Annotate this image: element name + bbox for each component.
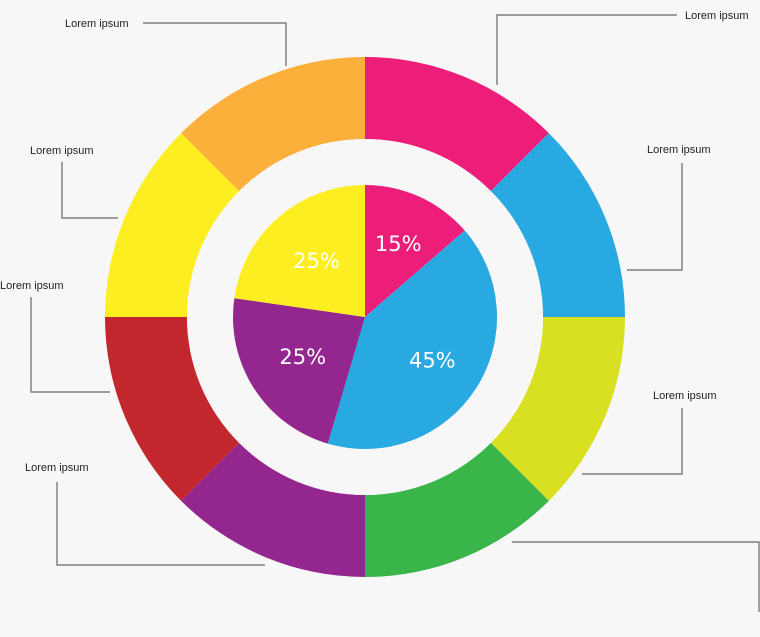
callout-leader-6 bbox=[30, 297, 110, 393]
pie-slice-2 bbox=[327, 230, 497, 449]
callout-leader-1 bbox=[496, 14, 677, 85]
callout-leader-2 bbox=[627, 163, 683, 271]
callout-leader-5 bbox=[56, 482, 265, 566]
ring-segment-3 bbox=[490, 317, 625, 501]
pie-slice-label-4: 25% bbox=[293, 249, 340, 273]
callout-label-8: Lorem ipsum bbox=[65, 18, 129, 30]
callout-labels: Lorem ipsum Lorem ipsum Lorem ipsum Lorem i… bbox=[0, 10, 749, 474]
pie-slice-4 bbox=[234, 185, 365, 317]
ring-segment-8 bbox=[181, 57, 365, 192]
callout-leaders bbox=[30, 14, 760, 612]
callout-label-1: Lorem ipsum bbox=[685, 10, 749, 22]
pie-slice-label-3: 25% bbox=[279, 345, 326, 369]
callout-leader-3 bbox=[582, 408, 683, 475]
ring-segment-5 bbox=[181, 442, 365, 577]
pie-slice-label-2: 45% bbox=[409, 348, 456, 372]
callout-label-5: Lorem ipsum bbox=[25, 462, 89, 474]
pie-slice-label-1: 15% bbox=[375, 232, 422, 256]
ring-segment-1 bbox=[365, 57, 549, 192]
ring-segment-7 bbox=[105, 133, 240, 317]
callout-label-3: Lorem ipsum bbox=[653, 390, 717, 402]
pie-slice-3 bbox=[233, 298, 365, 444]
ring-segment-6 bbox=[105, 317, 240, 501]
inner-pie: 15% 45% 25% 25% bbox=[233, 185, 497, 449]
callout-label-6: Lorem ipsum bbox=[0, 280, 64, 292]
callout-label-7: Lorem ipsum bbox=[30, 145, 94, 157]
ring-segment-4 bbox=[365, 442, 549, 577]
callout-label-2: Lorem ipsum bbox=[647, 144, 711, 156]
ring-segment-2 bbox=[490, 133, 625, 317]
callout-leader-7 bbox=[61, 162, 118, 219]
callout-leader-8 bbox=[143, 22, 287, 66]
pie-slice-1 bbox=[365, 185, 465, 317]
callout-leader-4 bbox=[512, 541, 760, 612]
